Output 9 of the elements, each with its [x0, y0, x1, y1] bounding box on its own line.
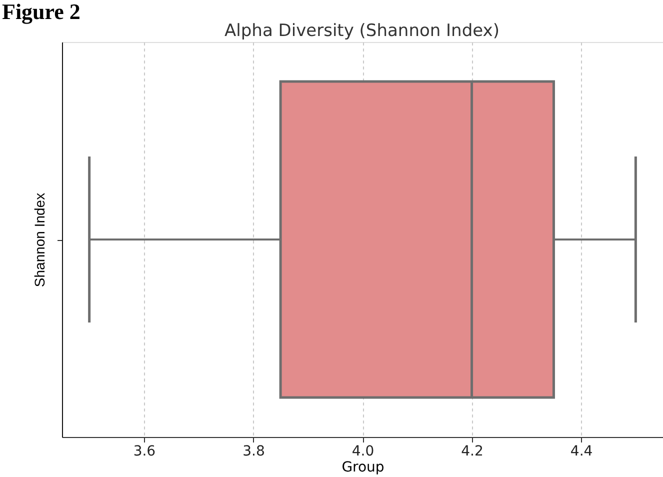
caption: Figure 2 [2, 0, 80, 24]
x-tick-label: 4.4 [570, 444, 593, 460]
x-tick-label: 4.0 [352, 444, 374, 460]
chart-title: Alpha Diversity (Shannon Index) [224, 21, 500, 41]
x-tick-label: 3.8 [242, 444, 265, 460]
x-tick-label: 4.2 [461, 444, 484, 460]
x-tick-label: 3.6 [133, 444, 156, 460]
x-axis-title: Group [342, 460, 384, 476]
y-axis-title: Shannon Index [32, 192, 48, 288]
